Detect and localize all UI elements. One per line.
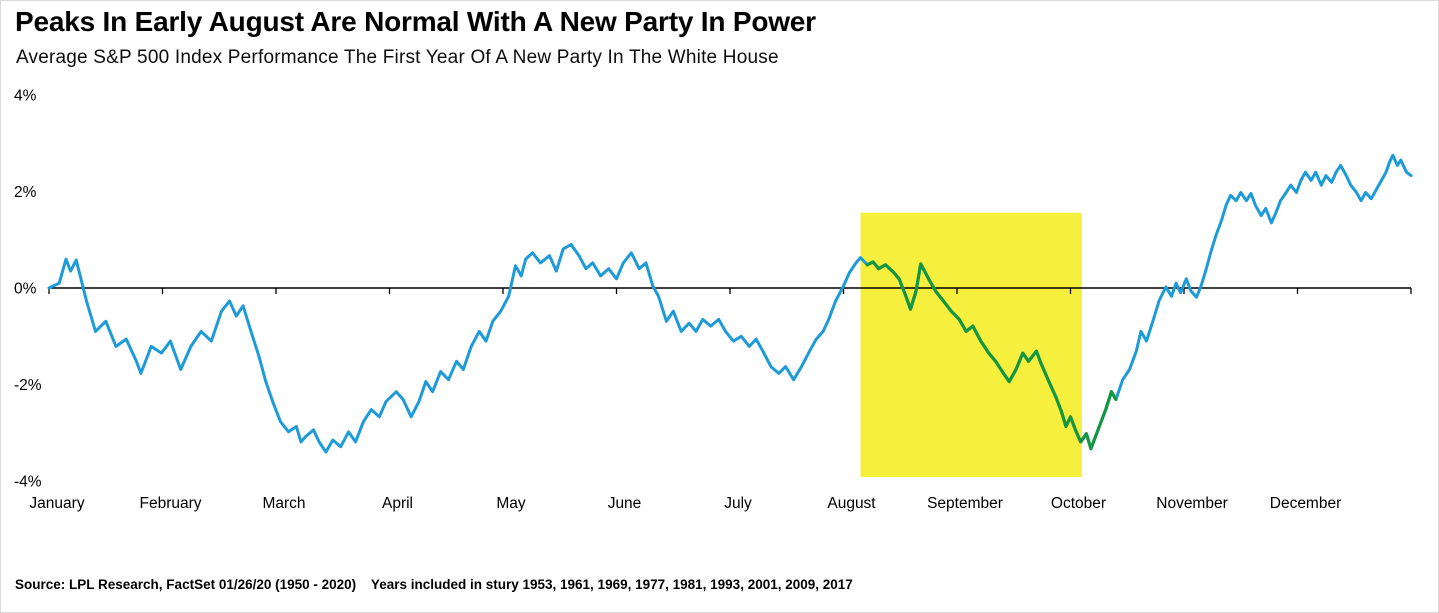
x-axis-label: April [382,495,413,512]
y-axis-label: -4% [14,474,42,491]
x-axis-label: January [29,495,84,512]
footnote-source: Source: LPL Research, FactSet 01/26/20 (… [15,577,853,592]
y-axis-label: 2% [14,184,37,201]
x-axis-label: December [1270,495,1342,512]
y-axis-label: 4% [14,88,37,105]
chart-plot: 4% 2% 0% -2% -4% January February March April May… [14,88,1413,512]
x-axis-label: October [1051,495,1106,512]
sp500-line [47,153,1413,454]
x-axis-label: September [927,495,1003,512]
x-axis-label: August [827,495,876,512]
x-axis-label: June [608,495,642,512]
chart-title: Peaks In Early August Are Normal With A … [15,6,816,37]
x-axis-label: November [1156,495,1228,512]
y-axis-label: 0% [14,281,37,298]
footnotes: Source: LPL Research, FactSet 01/26/20 (… [15,541,939,612]
y-axis-label: -2% [14,377,42,394]
x-axis-label: February [139,495,201,512]
x-axis-label: July [724,495,752,512]
chart-subtitle: Average S&P 500 Index Performance The Fi… [16,47,779,68]
aug-oct-segment [865,260,1118,451]
x-axis-label: May [496,495,526,512]
highlight-band [860,212,1082,478]
x-axis-label: March [262,495,305,512]
